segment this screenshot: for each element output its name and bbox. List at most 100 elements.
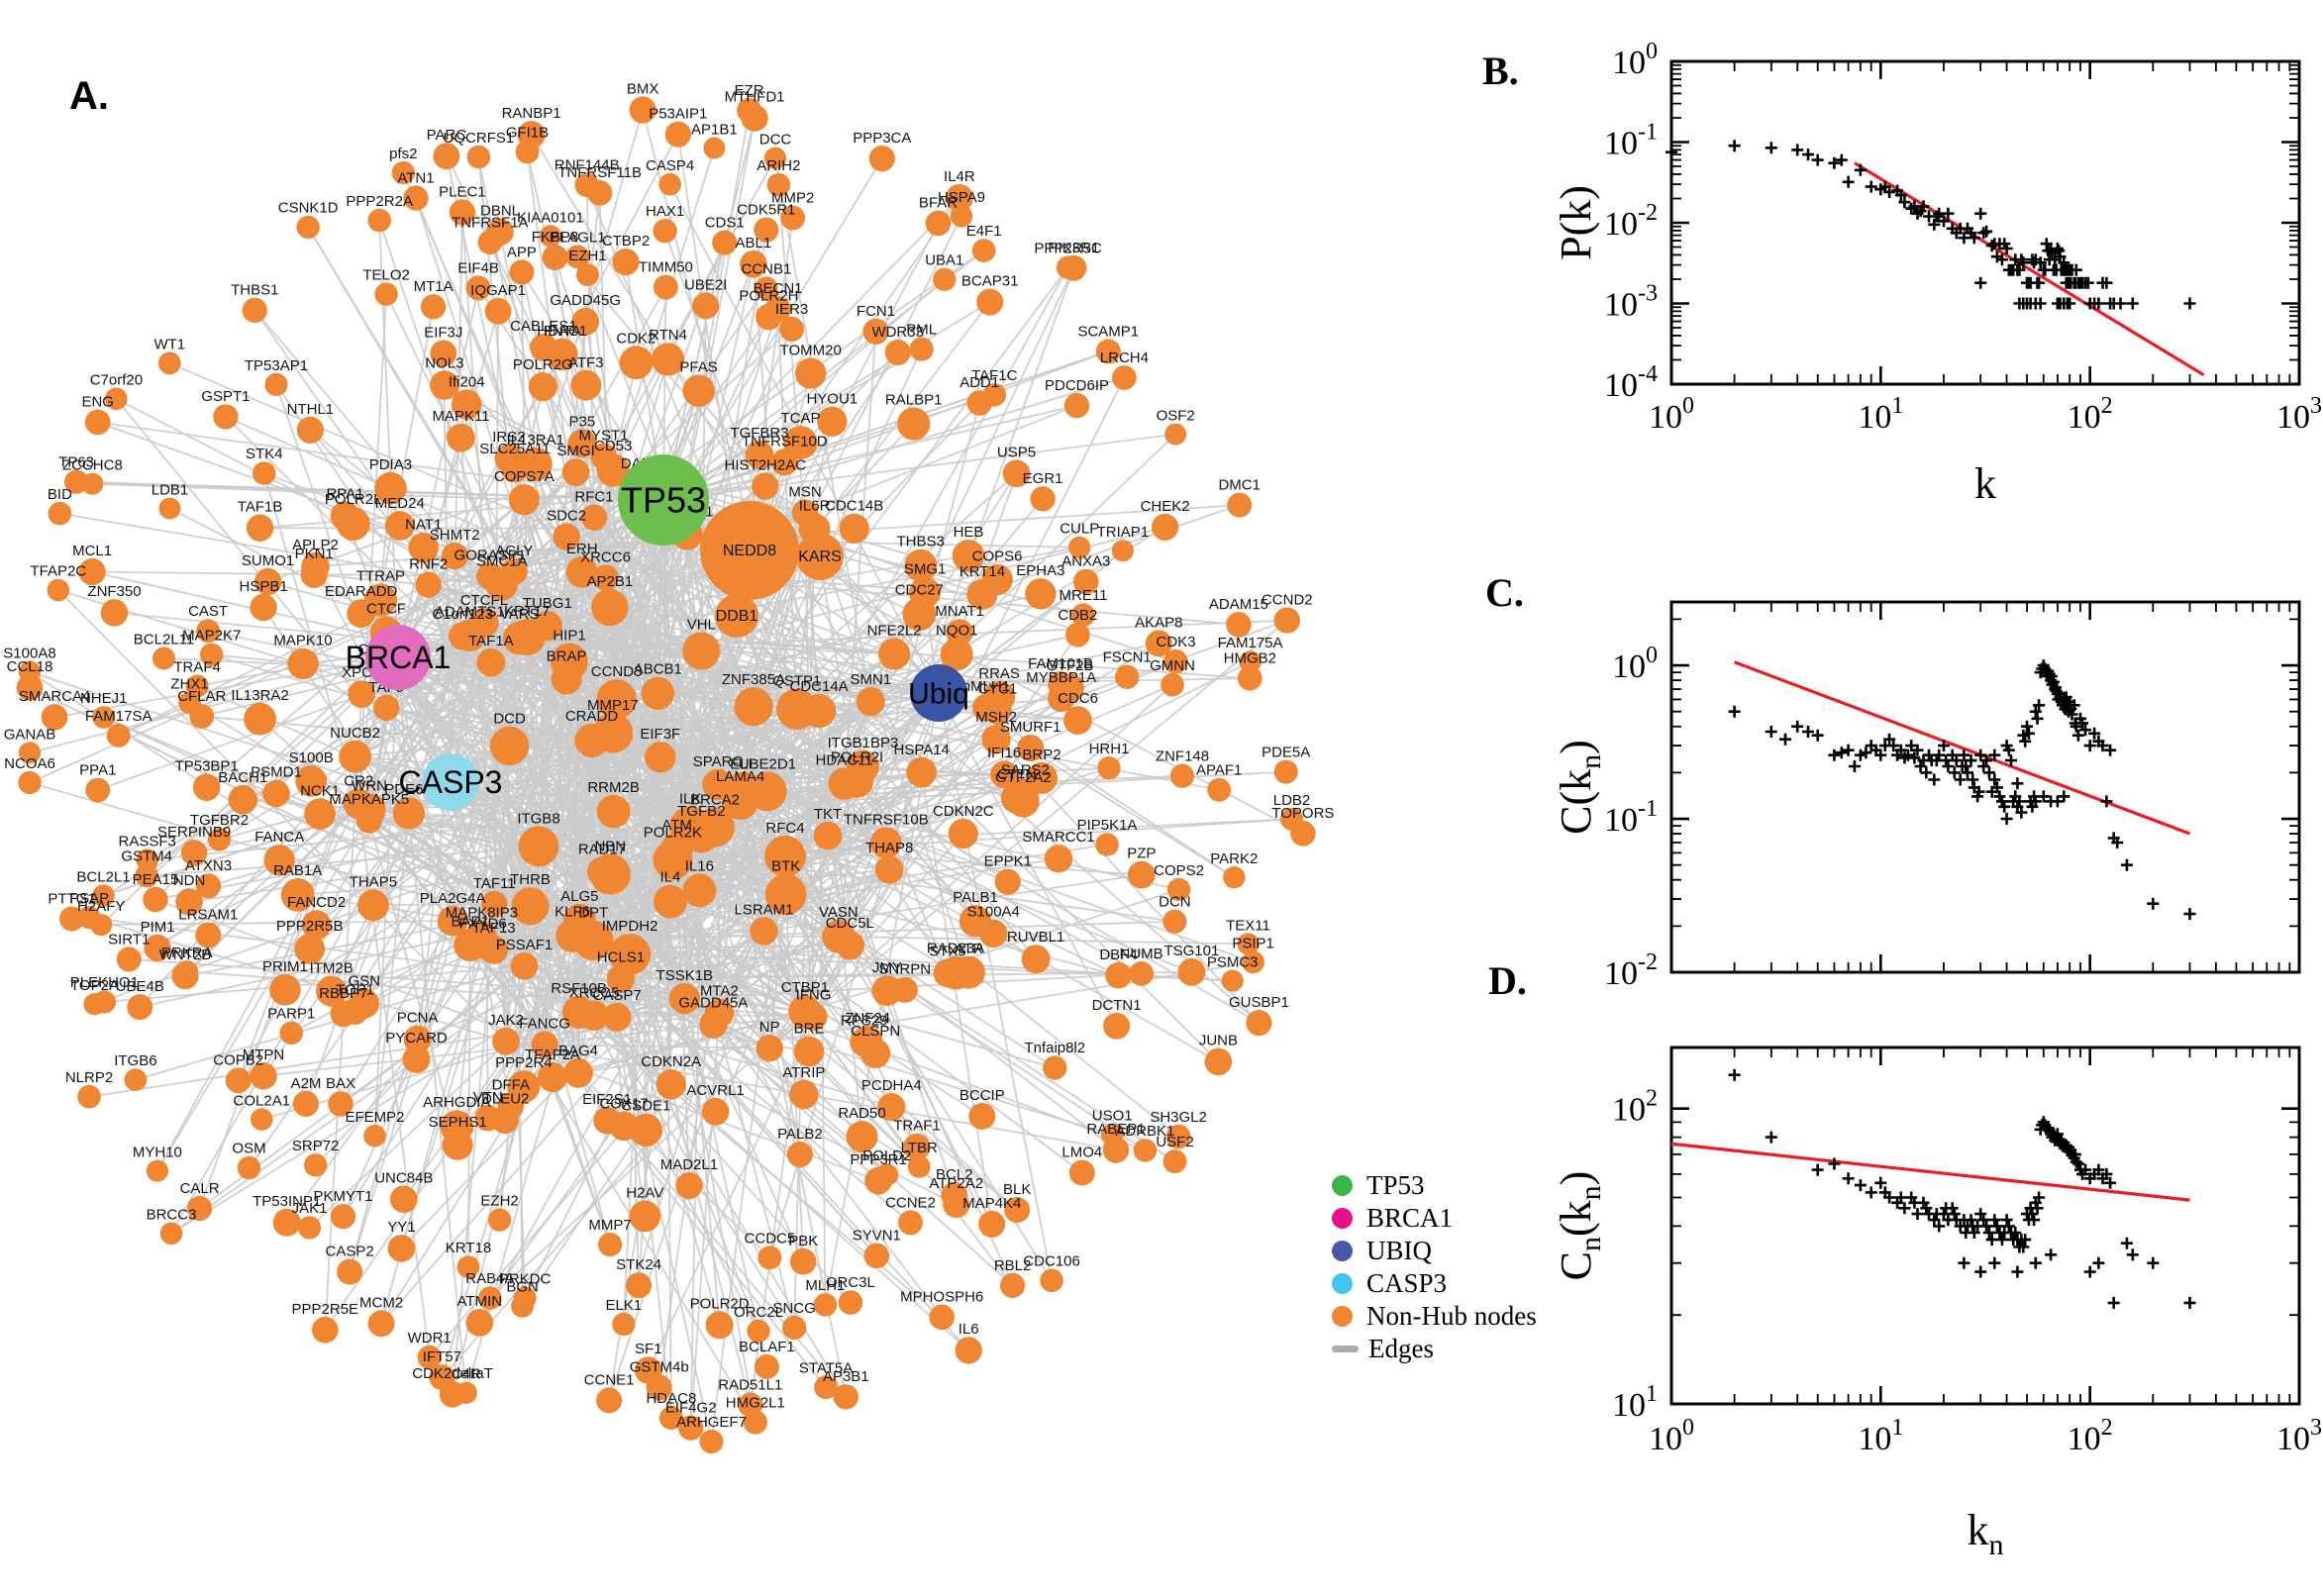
node-label: LDB2 [1273, 792, 1311, 809]
node-label: STAT5A [799, 1359, 853, 1376]
node-label: ACVRL1 [686, 1082, 744, 1099]
node-label: CDS1 [705, 215, 745, 232]
node-label: BAG4 [558, 1043, 598, 1059]
gene-node [1043, 1055, 1067, 1080]
gene-node [884, 340, 911, 365]
node-label: PLA2G4A [420, 890, 486, 907]
node-label: SUMO1 [242, 552, 294, 569]
gene-node [838, 1290, 863, 1315]
gene-node [250, 1108, 273, 1131]
gene-node [262, 779, 290, 808]
gene-node [789, 1247, 817, 1275]
gene-node [795, 357, 827, 389]
node-label: TAF1A [468, 633, 514, 649]
node-label: CHEK2 [1141, 498, 1190, 515]
node-label: RPS29 [841, 1012, 888, 1029]
node-label: APP [507, 244, 537, 260]
tick-label: 101 [1858, 393, 1903, 436]
tick-label: 100 [1649, 1415, 1694, 1457]
node-label: S100B [289, 749, 334, 766]
gene-node [537, 1061, 568, 1093]
gene-node [846, 1121, 878, 1153]
node-label: ALG5 [560, 888, 598, 905]
gene-node [994, 868, 1021, 895]
node-label: BCCIP [960, 1087, 1005, 1104]
node-label: ATXN3 [185, 857, 232, 874]
gene-node [976, 288, 1004, 316]
gene-node [817, 406, 848, 437]
node-label: CTTN [997, 766, 1037, 783]
cluster-node [796, 533, 844, 580]
gene-node [578, 1000, 610, 1032]
node-label: AP1B1 [691, 122, 738, 139]
node-label: BRE [794, 1021, 825, 1038]
node-swatch-icon [1332, 1306, 1353, 1327]
node-label: PRKDC [499, 1271, 552, 1288]
node-label: ACLY [495, 543, 533, 559]
gene-node [1068, 1159, 1095, 1186]
gene-node [776, 688, 818, 730]
gene-node [454, 929, 487, 962]
gene-node [1102, 1137, 1130, 1163]
gene-node [780, 205, 806, 231]
node-label: RAD50 [838, 1105, 885, 1122]
gene-node [750, 917, 778, 946]
node-label: PDCD6IP [1045, 377, 1109, 394]
node-label: VASN [819, 904, 858, 921]
node-label: GSN [349, 972, 381, 989]
node-label: MYST1 [578, 428, 628, 445]
node-label: CASP7 [592, 987, 641, 1004]
node-label: POLR2L [325, 491, 382, 508]
legend-item-label: Edges [1368, 1334, 1434, 1363]
node-label: SRP72 [292, 1138, 340, 1154]
node-label: ZNF385A [722, 671, 785, 688]
plot-frame [1669, 600, 2301, 974]
gene-node [136, 848, 158, 871]
node-label: APLP2 [292, 537, 339, 553]
gene-node [1095, 833, 1119, 856]
gene-node [403, 185, 429, 211]
gene-node [207, 828, 232, 851]
node-label: IER3 [775, 301, 808, 318]
node-label: PFAS [679, 359, 717, 376]
gene-node [374, 471, 407, 505]
node-label: ATM [661, 817, 692, 834]
gene-node [813, 1293, 838, 1317]
node-label: UQCRFS1 [444, 130, 515, 147]
gene-node [143, 886, 168, 913]
gene-node [929, 1304, 955, 1331]
gene-node [18, 742, 42, 764]
legend-item-label: UBIQ [1366, 1236, 1432, 1265]
node-label: PPP3CA [853, 130, 911, 147]
node-label: WNT2B [159, 947, 212, 963]
gene-node [430, 370, 459, 400]
node-label: P35 [569, 413, 596, 430]
node-label: RAB1A [273, 862, 322, 879]
gene-node [447, 423, 475, 452]
gene-node [856, 687, 885, 717]
gene-node [433, 143, 460, 170]
node-label: RALBP1 [885, 391, 943, 408]
gene-node [747, 1319, 770, 1343]
gene-node [850, 1028, 879, 1057]
gene-node [1237, 933, 1260, 955]
gene-node [1073, 568, 1099, 595]
node-label: hMLH1 [962, 678, 1010, 695]
node-label: TNFRSF10B [844, 811, 929, 828]
node-label: RNF144B [555, 157, 620, 174]
node-label: USO1 [1092, 1108, 1133, 1125]
node-swatch-icon [1332, 1208, 1353, 1229]
node-label: ATF3 [568, 354, 604, 371]
gene-node [629, 1200, 661, 1233]
gene-node [1103, 1012, 1131, 1040]
minor-ticks [1671, 602, 2299, 972]
node-label: C4R [452, 1366, 481, 1383]
gene-node [793, 1036, 825, 1067]
node-label: PZP [1127, 846, 1156, 862]
node-label: TAF13 [472, 920, 516, 937]
gene-node [646, 1374, 672, 1401]
node-label: ABCB1 [634, 661, 682, 678]
gene-node [745, 441, 774, 469]
node-label: EIF4B [457, 259, 499, 276]
node-label: PIK3R1 [1049, 240, 1100, 256]
